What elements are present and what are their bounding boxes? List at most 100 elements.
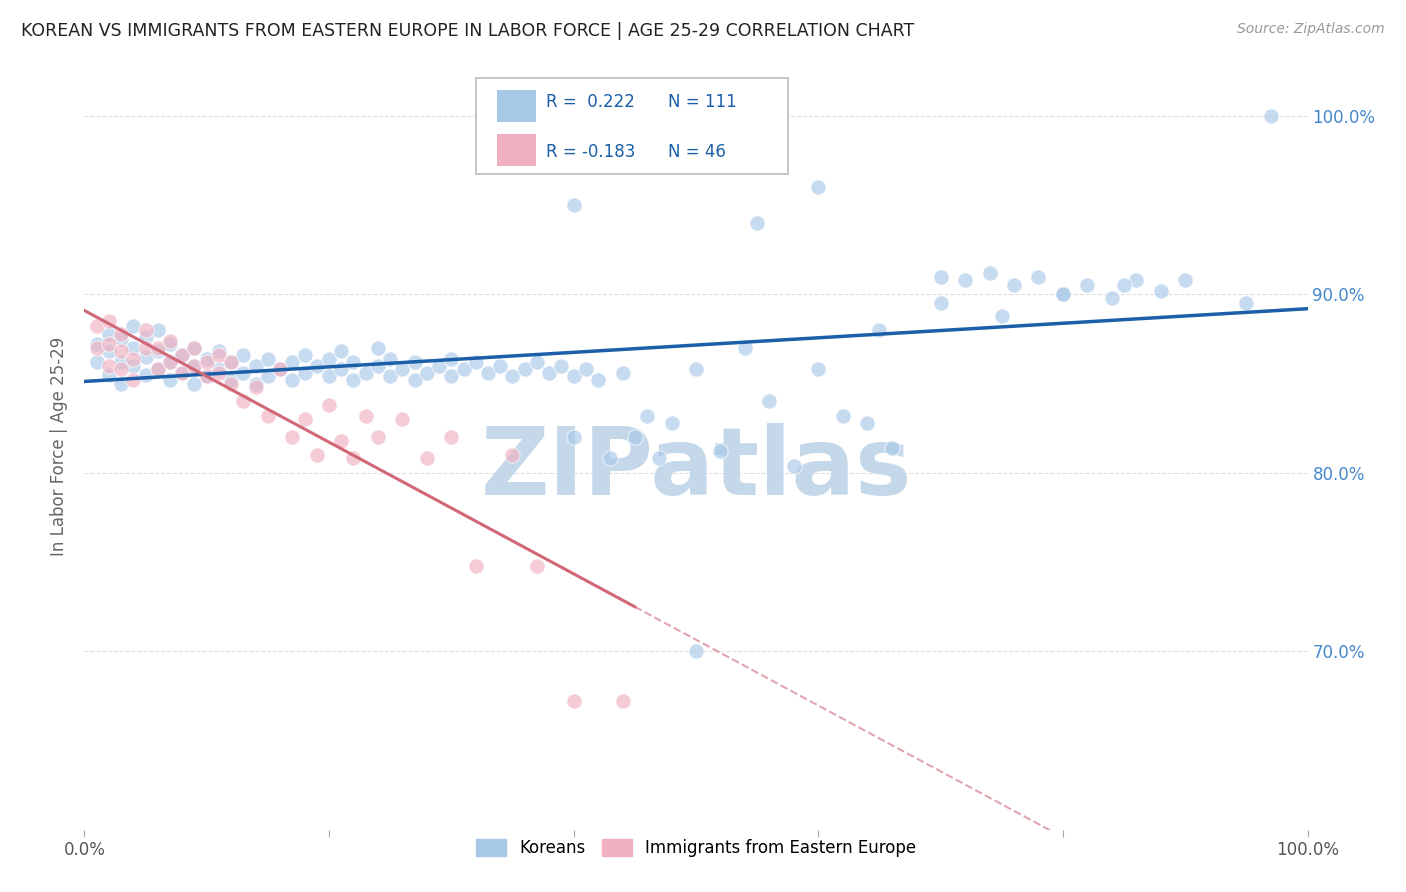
Point	[380, 351, 402, 366]
Point	[195, 369, 218, 384]
Point	[110, 326, 132, 341]
Point	[159, 373, 181, 387]
Point	[294, 348, 316, 362]
Point	[416, 451, 439, 466]
Point	[135, 368, 157, 382]
Point	[404, 373, 426, 387]
Point	[416, 366, 439, 380]
Point	[636, 409, 658, 423]
Point	[281, 355, 304, 369]
Point	[257, 351, 280, 366]
Point	[269, 362, 291, 376]
Point	[464, 355, 486, 369]
Point	[86, 355, 108, 369]
Point	[513, 362, 536, 376]
Point	[612, 366, 634, 380]
Point	[1028, 269, 1050, 284]
Point	[281, 373, 304, 387]
Point	[1174, 273, 1197, 287]
Point	[86, 337, 108, 351]
Point	[172, 348, 194, 362]
Point	[146, 341, 169, 355]
Point	[257, 369, 280, 384]
Legend: Koreans, Immigrants from Eastern Europe: Koreans, Immigrants from Eastern Europe	[470, 832, 922, 863]
Point	[1125, 273, 1147, 287]
Point	[612, 694, 634, 708]
Point	[330, 344, 353, 359]
Point	[624, 430, 647, 444]
Point	[856, 416, 879, 430]
Text: R =  0.222: R = 0.222	[546, 93, 634, 112]
Point	[219, 355, 242, 369]
Point	[135, 330, 157, 344]
Text: KOREAN VS IMMIGRANTS FROM EASTERN EUROPE IN LABOR FORCE | AGE 25-29 CORRELATION : KOREAN VS IMMIGRANTS FROM EASTERN EUROPE…	[21, 22, 914, 40]
Point	[953, 273, 976, 287]
Point	[550, 359, 572, 373]
Point	[146, 344, 169, 359]
Point	[599, 451, 621, 466]
Point	[367, 341, 389, 355]
Point	[219, 355, 242, 369]
Point	[294, 412, 316, 426]
Point	[245, 359, 267, 373]
Point	[245, 376, 267, 391]
Point	[318, 398, 340, 412]
Point	[330, 434, 353, 448]
Point	[367, 430, 389, 444]
Text: N = 111: N = 111	[668, 93, 737, 112]
Point	[562, 198, 585, 212]
Point	[586, 373, 609, 387]
FancyBboxPatch shape	[475, 78, 787, 174]
Point	[380, 369, 402, 384]
Point	[135, 341, 157, 355]
Point	[1101, 291, 1123, 305]
Point	[661, 416, 683, 430]
Point	[183, 359, 205, 373]
Point	[489, 359, 512, 373]
Point	[97, 326, 120, 341]
Point	[1150, 284, 1173, 298]
Point	[929, 269, 952, 284]
Point	[172, 348, 194, 362]
Point	[807, 362, 830, 376]
Point	[929, 296, 952, 310]
Point	[477, 366, 499, 380]
Point	[305, 359, 328, 373]
Point	[734, 341, 756, 355]
Point	[440, 351, 463, 366]
Point	[122, 373, 145, 387]
Point	[709, 444, 731, 458]
Point	[648, 451, 671, 466]
Point	[195, 351, 218, 366]
Point	[208, 362, 231, 376]
Point	[159, 337, 181, 351]
Point	[97, 368, 120, 382]
Point	[440, 369, 463, 384]
Point	[758, 394, 780, 409]
Point	[97, 359, 120, 373]
Point	[183, 341, 205, 355]
Point	[404, 355, 426, 369]
Point	[1236, 296, 1258, 310]
Point	[183, 359, 205, 373]
Text: R = -0.183: R = -0.183	[546, 143, 636, 161]
Point	[159, 334, 181, 348]
Point	[208, 366, 231, 380]
Point	[219, 376, 242, 391]
Point	[232, 366, 254, 380]
Point	[195, 355, 218, 369]
Point	[1114, 278, 1136, 293]
Point	[195, 369, 218, 384]
Point	[562, 430, 585, 444]
Point	[502, 369, 524, 384]
Point	[294, 366, 316, 380]
Point	[232, 348, 254, 362]
Point	[562, 369, 585, 384]
Point	[318, 369, 340, 384]
Point	[257, 409, 280, 423]
Point	[979, 266, 1001, 280]
Point	[783, 458, 806, 473]
Point	[110, 355, 132, 369]
Point	[685, 644, 707, 658]
Point	[86, 319, 108, 334]
